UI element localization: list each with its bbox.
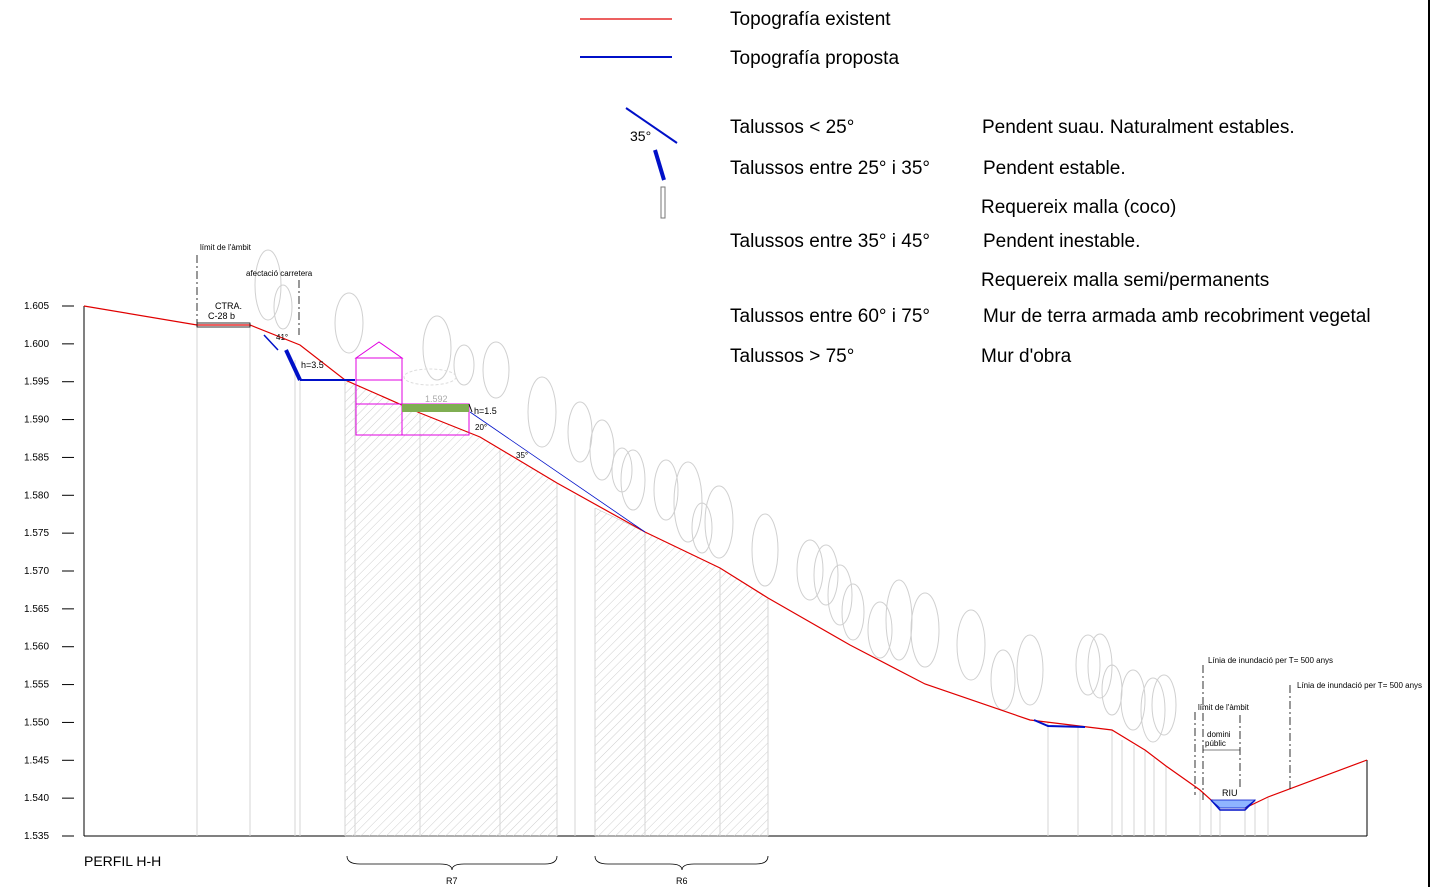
y-tick-label: 1.570 [24,566,49,577]
green-terrace [402,404,469,412]
legend-row-6-slope: Talussos entre 60° i 75° [730,306,930,327]
terrace-edge [468,403,473,413]
road-label-line1: CTRA. [215,301,242,311]
y-tick-label: 1.555 [24,680,49,691]
legend-row-7-desc: Mur d'obra [981,346,1072,367]
proposed-topography [263,334,1256,811]
y-tick-label: 1.590 [24,415,49,426]
annotation-flood-1: Línia de inundació per T= 500 anys [1208,656,1333,665]
legend: Topografía existent Topografía proposta … [580,9,1371,367]
legend-row-7-slope: Talussos > 75° [730,346,854,367]
annotation-h35: h=3.5 [301,360,324,370]
existing-topography [83,305,1368,809]
annotation-limit-ambit-right: límit de l'àmbit [1198,703,1250,712]
dashed-ellipse [403,368,457,386]
legend-slope-symbol-thin [625,107,678,144]
legend-slope-angle: 35° [630,128,651,144]
legend-row-4-desc: Pendent inestable. [983,231,1140,252]
zone-r6-hatch [594,507,769,837]
y-tick-label: 1.565 [24,604,49,615]
legend-row-1-slope: Talussos < 25° [730,117,854,138]
legend-row-6-desc: Mur de terra armada amb recobriment vege… [983,306,1371,327]
y-tick-label: 1.595 [24,377,49,388]
annotation-angle-20: 20° [475,423,487,432]
river-water [1209,799,1257,809]
annotation-h15: h=1.5 [474,406,497,416]
y-tick-label: 1.580 [24,490,49,501]
annotation-angle-35: 35° [516,451,528,460]
legend-row-1-desc: Pendent suau. Naturalment estables. [982,117,1295,138]
zone-r6-label: R6 [676,876,688,886]
legend-slope-symbol-thick [653,149,666,181]
legend-row-2-desc: Pendent estable. [983,158,1126,179]
annotation-angle-41: 41° [276,333,288,342]
legend-row-4-slope: Talussos entre 35° i 45° [730,231,930,252]
legend-wall-symbol [660,186,666,219]
river-label: RIU [1222,788,1238,798]
annotation-domini-2: públic [1205,739,1226,748]
legend-existing-label: Topografía existent [730,9,891,30]
legend-row-5-desc: Requereix malla semi/permanents [981,270,1269,291]
annotation-afectacio: afectació carretera [246,269,313,278]
y-tick-label: 1.585 [24,452,49,463]
trees [254,249,1177,743]
zone-r7-hatch [344,379,558,837]
road-slab [196,322,251,328]
legend-row-3-desc: Requereix malla (coco) [981,197,1176,218]
zone-r7-brace [346,855,558,871]
annotation-lines [196,255,1291,800]
y-tick-label: 1.535 [24,831,49,842]
y-tick-label: 1.575 [24,528,49,539]
profile-title: PERFIL H-H [84,853,161,869]
station-lines [196,325,1269,836]
y-tick-label: 1.540 [24,793,49,804]
annotation-flood-2: Línia de inundació per T= 500 anys [1297,681,1422,690]
zone-r7-label: R7 [446,876,458,886]
y-tick-label: 1.550 [24,717,49,728]
y-tick-label: 1.605 [24,301,49,312]
annotation-limit-ambit-left: límit de l'àmbit [200,243,252,252]
road-label-line2: C-28 b [208,311,235,321]
y-axis: 1.605 1.600 1.595 1.590 1.585 1.580 1.575 1.570… [24,301,85,842]
legend-row-2-slope: Talussos entre 25° i 35° [730,158,930,179]
annotation-elev-1592: 1.592 [425,394,448,404]
y-tick-label: 1.545 [24,755,49,766]
y-tick-label: 1.600 [24,339,49,350]
y-tick-label: 1.560 [24,642,49,653]
legend-proposed-label: Topografía proposta [730,48,899,69]
annotation-domini-1: domini [1207,730,1231,739]
zone-r6-brace [594,855,769,871]
